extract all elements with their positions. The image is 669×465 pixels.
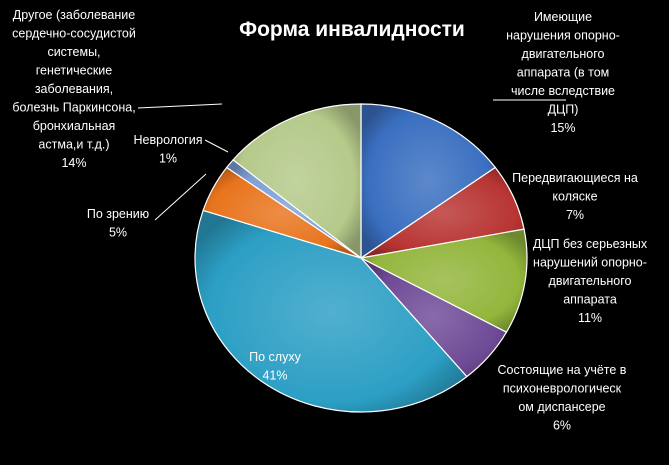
pie-slice-4 bbox=[194, 209, 468, 413]
slice-label-4: По слуху 41% bbox=[249, 350, 301, 383]
slice-label-3: Состоящие на учёте в психоневрологическ ом… bbox=[498, 363, 627, 433]
slice-label-6: Неврология 1% bbox=[134, 133, 203, 166]
leader-line-6 bbox=[204, 139, 229, 153]
pie-slice-0 bbox=[360, 103, 497, 260]
slice-label-2: ДЦП без серьезных нарушений опорно-двигат… bbox=[533, 237, 648, 325]
pie-slice-2 bbox=[359, 228, 528, 333]
slice-label-0: Имеющие нарушения опорно-двигательного апп… bbox=[506, 10, 620, 135]
pie-slices bbox=[194, 103, 528, 413]
slice-label-7: Другое (заболевание сердечно-сосудистой си… bbox=[12, 8, 136, 170]
slice-labels: Имеющие нарушения опорно-двигательного апп… bbox=[12, 8, 648, 433]
leader-line-5 bbox=[154, 173, 207, 221]
slice-label-1: Передвигающиеся на коляске 7% bbox=[512, 171, 638, 222]
pie-slice-7 bbox=[232, 103, 362, 260]
slice-label-5: По зрению 5% bbox=[87, 207, 149, 240]
leader-line-7 bbox=[137, 103, 223, 109]
leader-lines bbox=[137, 99, 566, 221]
chart-title: Форма инвалидности bbox=[239, 18, 465, 41]
